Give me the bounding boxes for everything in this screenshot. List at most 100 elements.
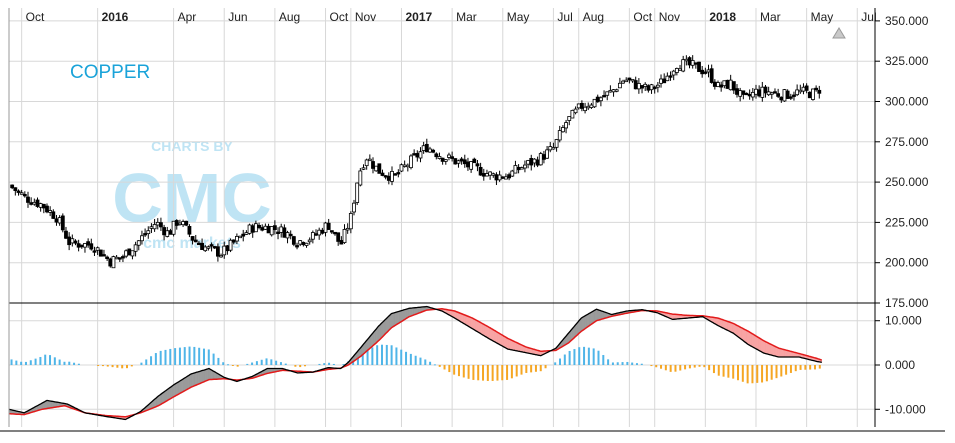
candle-body [624,79,629,83]
candle [143,228,148,237]
candle-body [500,176,505,179]
candle-body [728,79,733,91]
x-tick-label: May [507,10,530,24]
histogram-bar [270,359,273,365]
candle-body [583,106,587,112]
candle [225,244,230,255]
candle [70,234,75,247]
candle-body [674,68,679,73]
candle [557,125,562,143]
candle-body [633,80,638,90]
candle-body [310,232,315,240]
histogram-bar [813,365,816,370]
candle [497,170,502,182]
candle-body [320,229,325,234]
candle-body [535,159,540,166]
price-y-tick-label: 300.000 [885,94,929,108]
candle-body [608,90,613,93]
candle-body [700,69,705,75]
histogram-bar [356,354,359,365]
histogram-bar [626,361,629,365]
histogram-bar [342,364,345,366]
candle [307,237,312,245]
candle-body [257,224,261,229]
candle-body [744,92,749,96]
candle-body [424,143,429,153]
histogram-bar [145,359,148,365]
histogram-bar [419,357,422,365]
histogram-bar [732,365,735,379]
candle [763,84,768,98]
candle [659,74,663,88]
candle-body [187,226,192,235]
candle-body [735,88,739,95]
histogram-bar [183,347,186,365]
candle-body [776,93,781,97]
candle-body [231,239,236,243]
candle-body [130,250,135,257]
histogram-bar [501,365,504,381]
candle [627,77,632,84]
candle-body [671,70,676,76]
histogram-bar [684,365,687,370]
histogram-bar [506,365,509,380]
x-tick-label: Jun [228,10,247,24]
candle [475,159,480,172]
candle [374,165,379,172]
candle-body [190,236,195,241]
candle-body [57,217,62,224]
candle-body [462,159,467,165]
histogram-bar [443,365,446,370]
candle-body [725,79,730,89]
histogram-bar [198,347,201,365]
candle [184,220,189,227]
candle [67,232,72,251]
candle-body [285,232,290,239]
histogram-bar [97,365,100,366]
histogram-bar [515,365,518,377]
candle-body [326,222,331,230]
candle [73,239,78,246]
x-tick-label: Oct [330,10,349,24]
candle-body [95,247,100,251]
candle-body [41,203,46,209]
candle [111,255,116,269]
candle [35,197,40,208]
candle-body [149,226,154,229]
candle [466,157,470,171]
candle [390,166,394,186]
candle [380,169,385,177]
x-tick-label: 2017 [405,10,432,24]
candle-body [212,246,217,249]
histogram-bar [255,361,258,365]
candle-body [538,153,543,166]
price-y-tick-label: 175.000 [885,296,929,310]
histogram-bar [477,365,480,381]
histogram-bar [429,361,432,365]
candle-body [155,221,160,226]
candle [117,257,122,262]
x-tick-label: Mar [760,10,781,24]
candle-body [355,182,360,203]
candle [323,221,328,237]
candle [589,102,594,109]
candle-body [89,243,94,250]
candle [697,61,701,72]
candle-body [386,175,391,181]
candle-body [617,82,622,89]
candle-body [374,165,379,172]
candle-body [561,127,565,133]
candle-body [38,203,43,208]
price-y-tick-label: 275.000 [885,135,929,149]
candle [633,76,638,90]
histogram-bar [611,362,614,365]
candle-body [510,170,515,177]
candle [811,88,815,101]
candle-body [738,90,743,97]
candle-body [513,165,518,174]
candle-body [652,86,657,90]
candle-body [491,173,496,176]
candle-body [621,80,625,84]
candle [19,189,24,195]
scroll-marker-icon[interactable] [832,27,846,39]
